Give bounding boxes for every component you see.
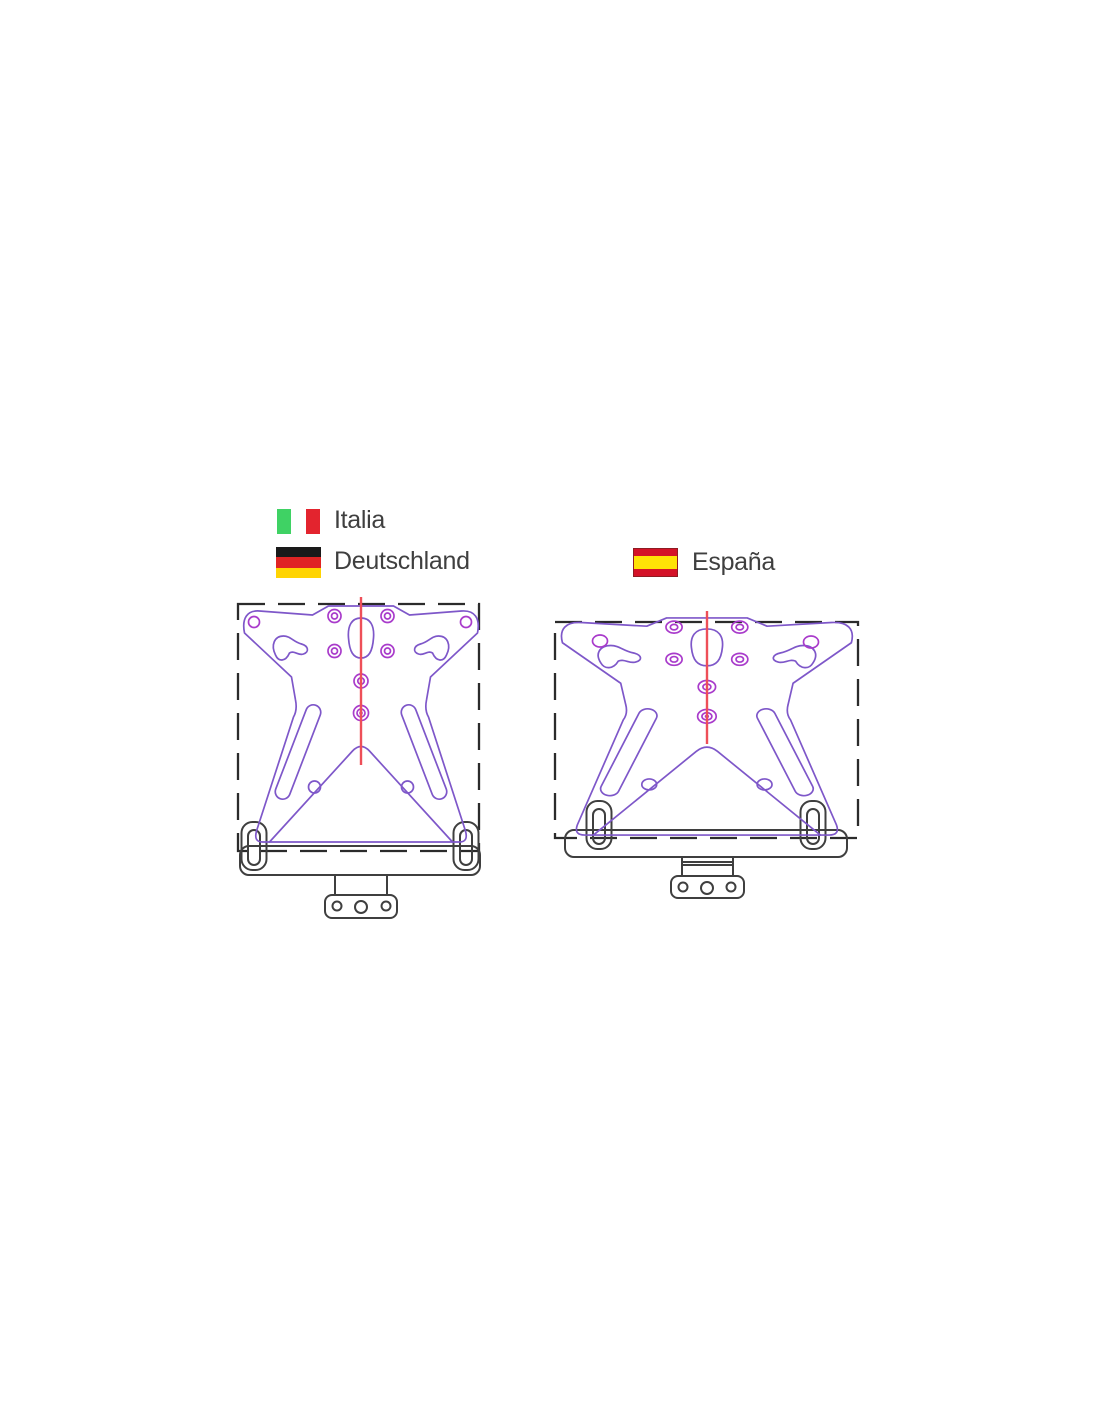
- flag-stripe: [276, 547, 321, 558]
- germany-flag-icon: [276, 547, 321, 578]
- flag-stripe: [291, 509, 306, 534]
- legend-label-espana: España: [692, 548, 775, 576]
- holder-outline-left: [244, 606, 479, 842]
- flag-stripe: [634, 555, 677, 570]
- spain-flag-icon: [633, 548, 678, 577]
- flag-stripe: [277, 509, 292, 534]
- italy-flag-icon: [277, 509, 320, 534]
- legend-label-italia: Italia: [334, 506, 386, 534]
- legend-label-deutschland: Deutschland: [334, 547, 470, 575]
- flag-stripe: [305, 509, 320, 534]
- mount-bracket-right: [564, 800, 848, 899]
- holder-outline-right: [561, 618, 852, 835]
- flag-stripe: [634, 569, 677, 576]
- plate-template-left: [236, 597, 481, 919]
- flag-stripe: [276, 567, 321, 578]
- flag-stripe: [634, 549, 677, 556]
- mount-bracket-left: [239, 821, 481, 919]
- plate-outline-right: [553, 620, 860, 840]
- flag-stripe: [276, 557, 321, 568]
- plate-template-right: [553, 611, 860, 899]
- plate-outline-left: [236, 602, 481, 853]
